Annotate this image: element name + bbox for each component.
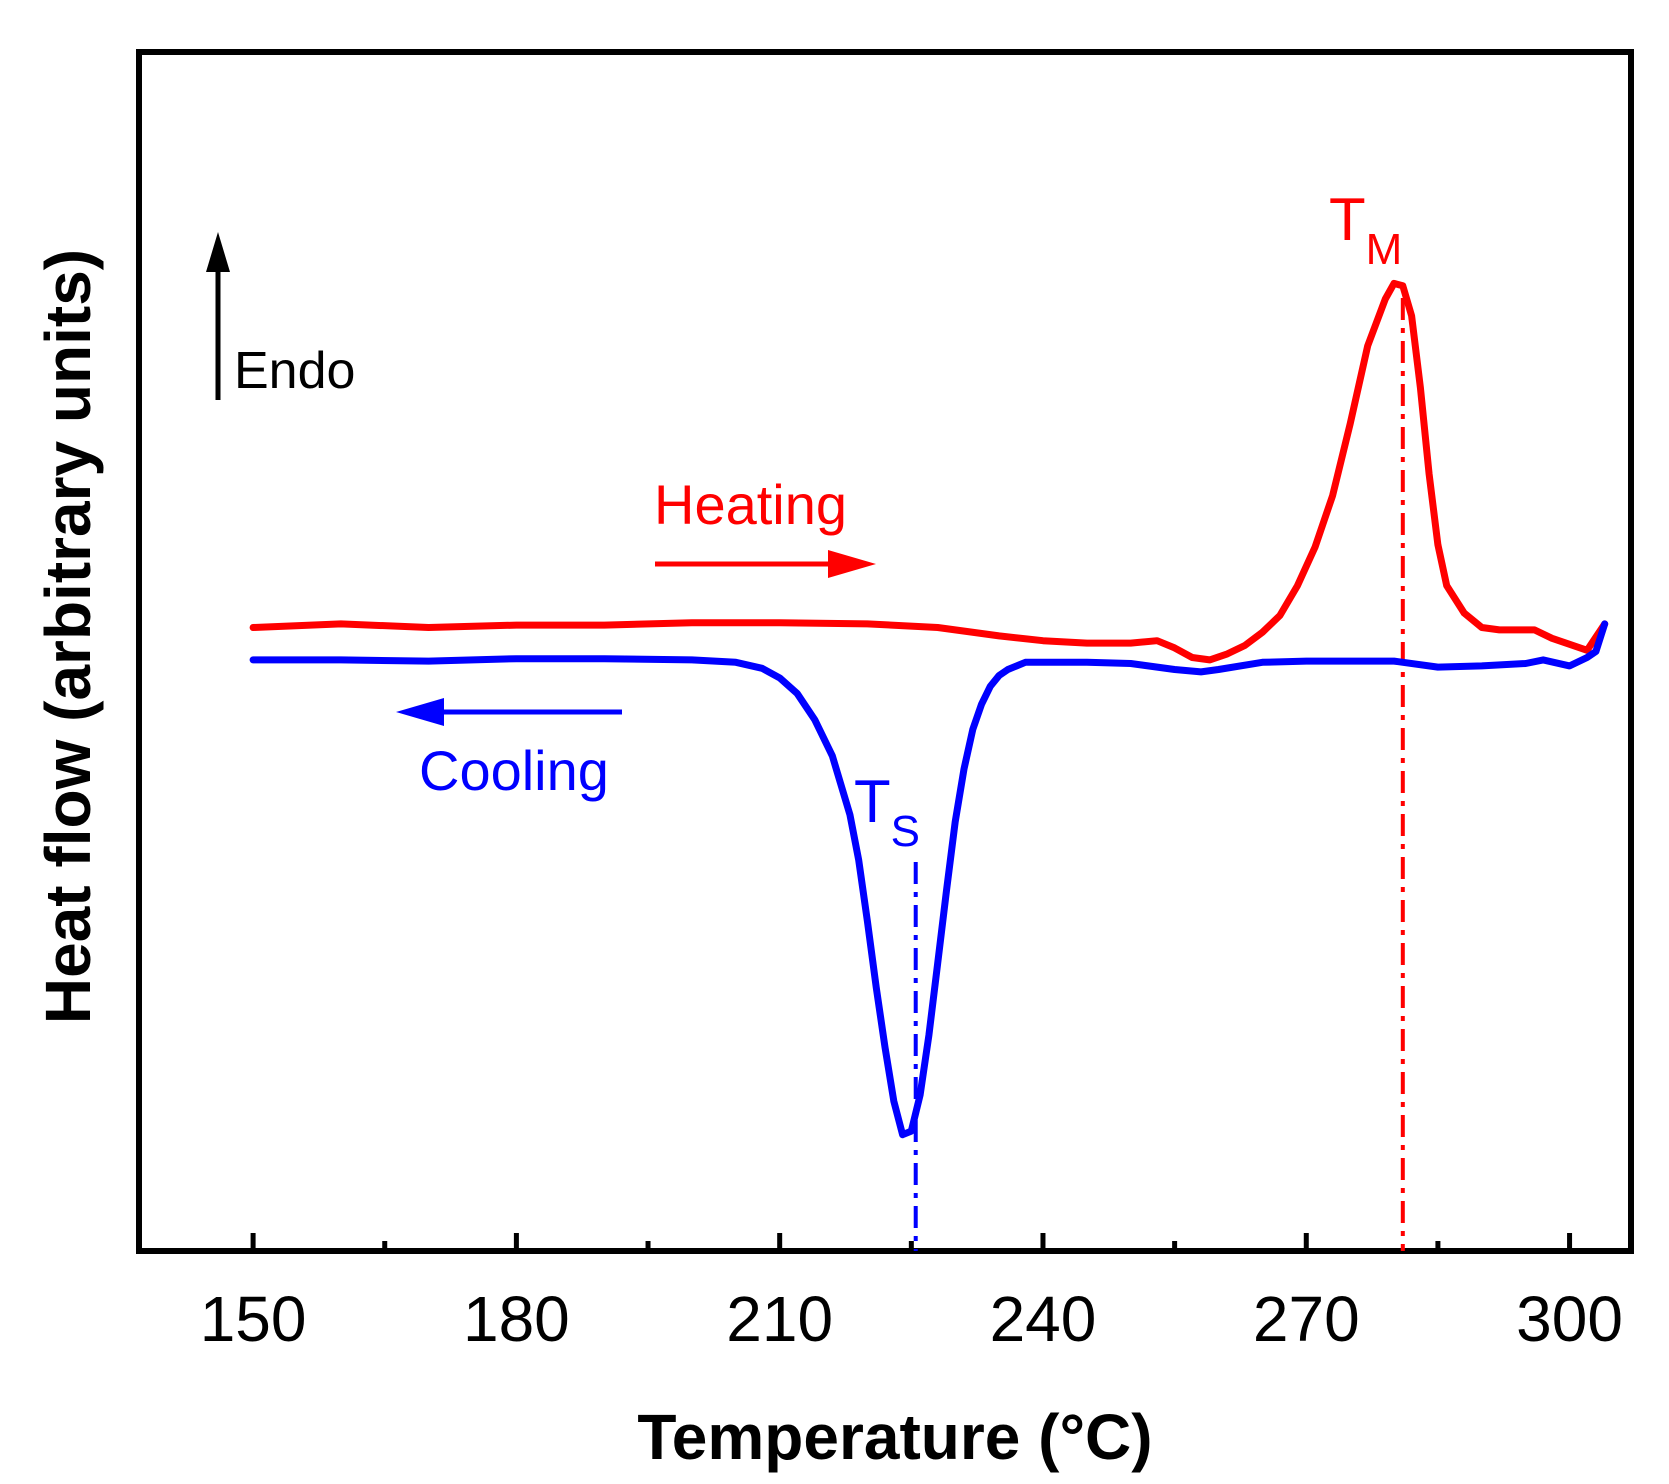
x-axis-tick-labels: 150 180 210 240 270 300 (200, 1283, 1623, 1355)
ts-subscript: S (891, 807, 920, 856)
ts-main: T (854, 768, 891, 835)
x-axis-title: Temperature (°C) (637, 1401, 1152, 1473)
y-axis-title: Heat flow (arbitrary units) (32, 249, 104, 1024)
tm-label: TM (1329, 186, 1402, 274)
reference-lines (913, 298, 1405, 1251)
series-lines (249, 279, 1609, 1139)
left-arrow-icon (396, 698, 444, 726)
cooling-curve (249, 620, 1609, 1139)
x-tick-label-270: 270 (1253, 1283, 1360, 1355)
cooling-annotation: Cooling (396, 698, 622, 802)
heating-label: Heating (654, 473, 847, 536)
x-axis-ticks (250, 1233, 1573, 1251)
x-tick-label-300: 300 (1516, 1283, 1623, 1355)
x-tick-label-210: 210 (726, 1283, 833, 1355)
right-arrow-icon (828, 550, 876, 578)
tm-main: T (1329, 186, 1366, 253)
tm-subscript: M (1366, 225, 1403, 274)
endo-label: Endo (234, 342, 355, 400)
ts-label: TS (854, 768, 920, 856)
x-tick-label-180: 180 (463, 1283, 570, 1355)
x-tick-label-240: 240 (990, 1283, 1097, 1355)
heating-annotation: Heating (654, 473, 876, 578)
x-tick-label-150: 150 (200, 1283, 307, 1355)
cooling-label: Cooling (419, 739, 609, 802)
up-arrow-icon (206, 232, 230, 272)
heating-curve (249, 279, 1609, 664)
endo-indicator: Endo (206, 232, 355, 400)
plot-frame (136, 49, 1634, 1254)
